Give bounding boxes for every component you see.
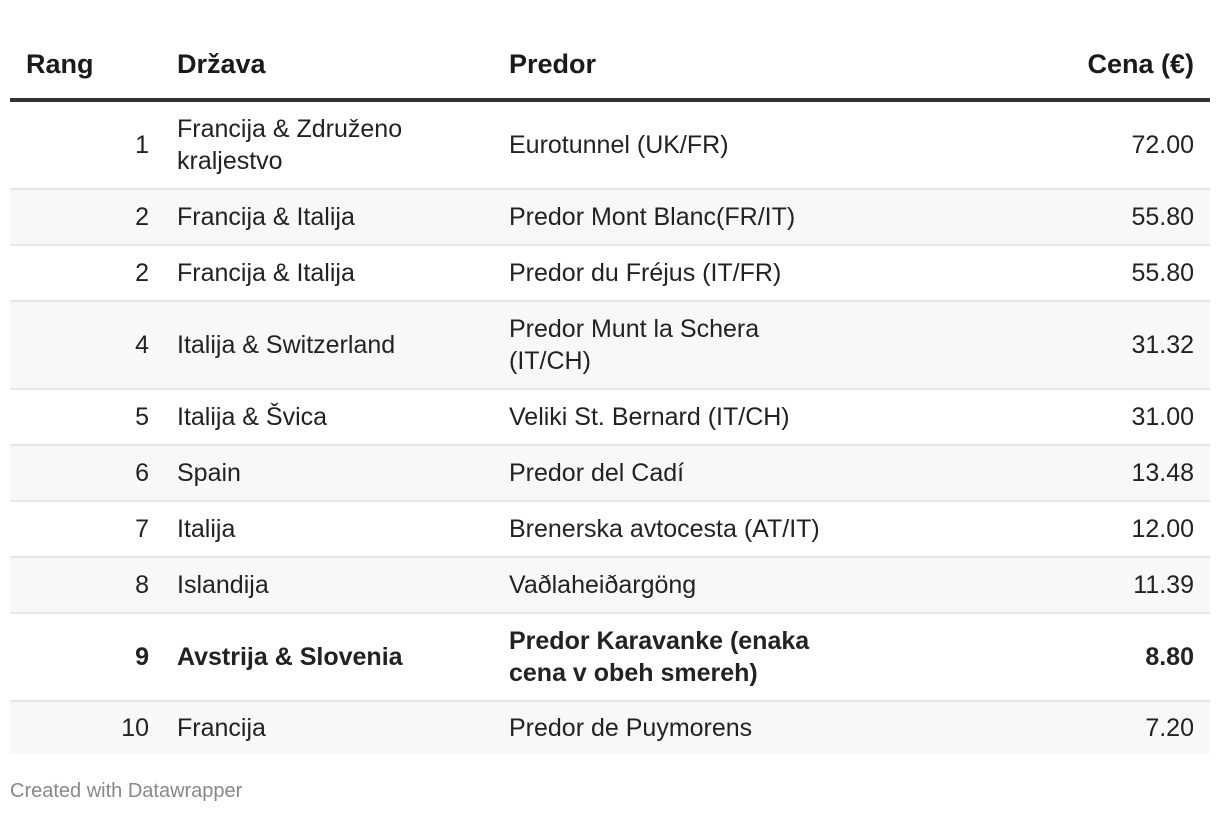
column-header-tunnel[interactable]: Predor (493, 30, 853, 102)
cell-country: Francija (161, 701, 493, 754)
column-header-rank[interactable]: Rang (10, 30, 161, 102)
cell-country: Italija & Švica (161, 389, 493, 446)
data-table-container: Rang Država Predor Cena (€) 1 Francija & … (10, 30, 1210, 754)
cell-tunnel: Predor Mont Blanc(FR/IT) (493, 189, 853, 246)
cell-country: Italija (161, 501, 493, 558)
table-row: 8 Islandija Vaðlaheiðargöng 11.39 (10, 557, 1210, 614)
cell-rank: 8 (10, 557, 161, 614)
column-header-country[interactable]: Država (161, 30, 493, 102)
cell-rank: 2 (10, 245, 161, 302)
cell-tunnel: Predor du Fréjus (IT/FR) (493, 245, 853, 302)
cell-country: Francija & Združeno kraljestvo (161, 100, 493, 190)
cell-country: Francija & Italija (161, 189, 493, 246)
cell-price: 55.80 (853, 245, 1210, 302)
cell-tunnel: Eurotunnel (UK/FR) (493, 100, 853, 190)
cell-price: 31.00 (853, 389, 1210, 446)
cell-rank: 7 (10, 501, 161, 558)
cell-price: 8.80 (853, 613, 1210, 702)
table-body: 1 Francija & Združeno kraljestvo Eurotunne… (10, 100, 1210, 754)
cell-rank: 6 (10, 445, 161, 502)
table-row: 6 Spain Predor del Cadí 13.48 (10, 445, 1210, 502)
cell-rank: 10 (10, 701, 161, 754)
cell-tunnel: Predor Karavanke (enaka cena v obeh smer… (493, 613, 853, 702)
cell-price: 31.32 (853, 301, 1210, 390)
table-row: 1 Francija & Združeno kraljestvo Eurotunne… (10, 100, 1210, 190)
cell-rank: 5 (10, 389, 161, 446)
table-row: 7 Italija Brenerska avtocesta (AT/IT) 12.00 (10, 501, 1210, 558)
cell-country: Spain (161, 445, 493, 502)
table-row: 2 Francija & Italija Predor Mont Blanc(FR/… (10, 189, 1210, 246)
column-header-price[interactable]: Cena (€) (853, 30, 1210, 102)
cell-tunnel: Vaðlaheiðargöng (493, 557, 853, 614)
cell-country: Avstrija & Slovenia (161, 613, 493, 702)
cell-country: Francija & Italija (161, 245, 493, 302)
cell-price: 72.00 (853, 100, 1210, 190)
cell-price: 13.48 (853, 445, 1210, 502)
cell-rank: 9 (10, 613, 161, 702)
cell-price: 7.20 (853, 701, 1210, 754)
cell-price: 55.80 (853, 189, 1210, 246)
cell-tunnel: Predor del Cadí (493, 445, 853, 502)
cell-tunnel: Predor Munt la Schera (IT/CH) (493, 301, 853, 390)
table-row: 4 Italija & Switzerland Predor Munt la Sch… (10, 301, 1210, 390)
cell-tunnel: Veliki St. Bernard (IT/CH) (493, 389, 853, 446)
table-row: 9 Avstrija & Slovenia Predor Karavanke (en… (10, 613, 1210, 702)
cell-rank: 4 (10, 301, 161, 390)
cell-rank: 2 (10, 189, 161, 246)
cell-rank: 1 (10, 100, 161, 190)
cell-price: 12.00 (853, 501, 1210, 558)
datawrapper-credit: Created with Datawrapper (10, 780, 243, 802)
tunnel-toll-table: Rang Država Predor Cena (€) 1 Francija & … (10, 30, 1210, 754)
table-row: 10 Francija Predor de Puymorens 7.20 (10, 701, 1210, 754)
cell-country: Italija & Switzerland (161, 301, 493, 390)
table-row: 5 Italija & Švica Veliki St. Bernard (IT/C… (10, 389, 1210, 446)
table-row: 2 Francija & Italija Predor du Fréjus (IT/… (10, 245, 1210, 302)
cell-tunnel: Predor de Puymorens (493, 701, 853, 754)
cell-price: 11.39 (853, 557, 1210, 614)
cell-tunnel: Brenerska avtocesta (AT/IT) (493, 501, 853, 558)
table-header-row: Rang Država Predor Cena (€) (10, 30, 1210, 102)
cell-country: Islandija (161, 557, 493, 614)
